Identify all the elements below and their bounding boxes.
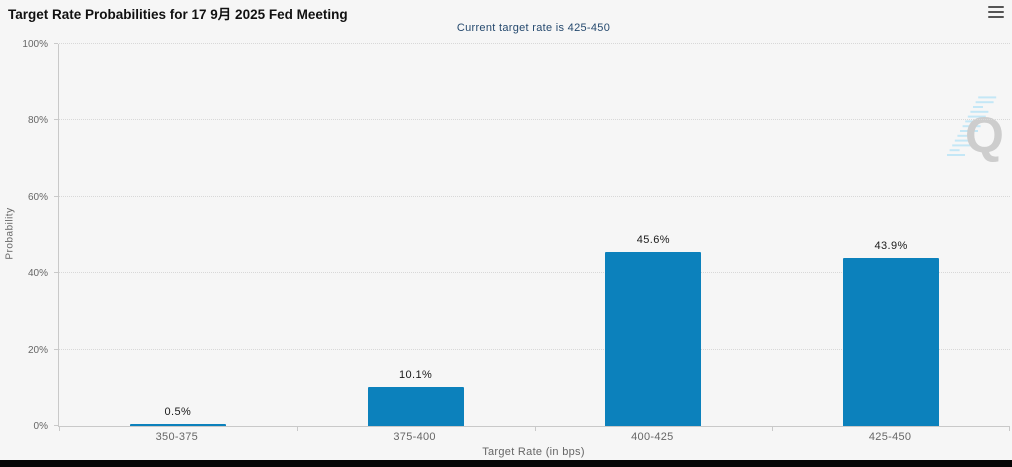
y-tick-label: 20% bbox=[27, 344, 48, 356]
x-tick-label: 350-375 bbox=[155, 431, 199, 443]
probability-bar-375-400[interactable] bbox=[367, 387, 464, 426]
x-tick-label: 375-400 bbox=[393, 431, 436, 443]
gridline-80 bbox=[59, 119, 1010, 121]
probability-bar-425-450[interactable] bbox=[843, 258, 940, 426]
bar-value-label: 45.6% bbox=[636, 233, 670, 246]
x-axis-title: Target Rate (in bps) bbox=[482, 446, 585, 458]
x-tick-label: 425-450 bbox=[868, 431, 912, 443]
probability-bar-400-425[interactable] bbox=[605, 251, 702, 426]
y-axis-title: Probability bbox=[4, 207, 16, 260]
y-tick-mark bbox=[54, 43, 58, 44]
x-tick-label: 400-425 bbox=[631, 431, 674, 443]
y-tick-label: 60% bbox=[27, 191, 48, 203]
y-tick-label: 80% bbox=[27, 115, 48, 127]
y-tick-mark bbox=[54, 272, 58, 274]
quikstrike-q-watermark-icon: Q bbox=[947, 96, 1004, 163]
y-tick-mark bbox=[54, 348, 58, 350]
gridline-20 bbox=[59, 348, 1010, 350]
bar-value-label: 43.9% bbox=[874, 240, 908, 253]
y-tick-label: 40% bbox=[27, 268, 48, 280]
bar-value-label: 10.1% bbox=[399, 369, 433, 382]
bottom-bar bbox=[0, 460, 1012, 467]
gridline-100 bbox=[59, 43, 1010, 44]
hamburger-line bbox=[988, 6, 1004, 8]
x-tick-mark bbox=[772, 427, 774, 431]
plot-area: Q 0.5% 10.1% 45.6% 43.9% bbox=[54, 43, 1010, 431]
y-tick-mark bbox=[54, 425, 58, 426]
chart-title: Target Rate Probabilities for 17 9月 2025… bbox=[8, 7, 348, 22]
y-tick-mark bbox=[54, 195, 58, 197]
y-tick-mark bbox=[54, 119, 58, 121]
y-axis: 0% 20% 40% 60% 80% 100% bbox=[0, 39, 52, 432]
category-cell: 43.9% bbox=[772, 44, 1010, 426]
bar-value-label: 0.5% bbox=[164, 406, 192, 418]
x-tick-mark bbox=[1009, 427, 1010, 431]
gridline-60 bbox=[59, 195, 1010, 197]
hamburger-line bbox=[988, 16, 1004, 18]
category-cell: 0.5% bbox=[59, 44, 297, 426]
probability-bar-350-375[interactable] bbox=[129, 424, 226, 426]
category-cell: 45.6% bbox=[535, 44, 773, 426]
x-tick-mark bbox=[534, 427, 536, 431]
hamburger-menu-icon[interactable] bbox=[988, 6, 1004, 20]
y-tick-label: 0% bbox=[33, 421, 48, 432]
gridline-40 bbox=[59, 272, 1010, 274]
chart-subtitle: Current target rate is 425-450 bbox=[456, 22, 611, 34]
svg-text:Q: Q bbox=[965, 107, 1004, 163]
x-tick-mark bbox=[296, 427, 298, 431]
x-axis-tick-labels: 350-375 375-400 400-425 425-450 bbox=[58, 431, 1009, 445]
x-tick-mark bbox=[59, 427, 60, 431]
hamburger-line bbox=[988, 11, 1004, 13]
category-cell: 10.1% bbox=[297, 44, 535, 426]
y-tick-label: 100% bbox=[22, 39, 48, 50]
